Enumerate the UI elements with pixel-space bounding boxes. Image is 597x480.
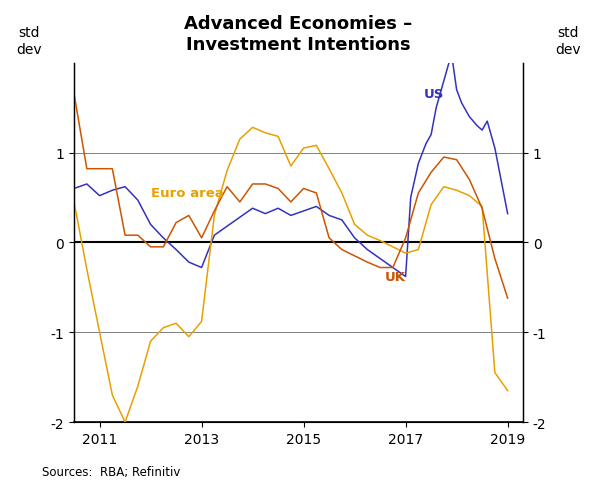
Text: std
dev: std dev	[555, 26, 581, 56]
Text: US: US	[423, 88, 444, 101]
Title: Advanced Economies –
Investment Intentions: Advanced Economies – Investment Intentio…	[184, 15, 413, 54]
Text: Euro area: Euro area	[150, 186, 223, 199]
Text: Sources:  RBA; Refinitiv: Sources: RBA; Refinitiv	[42, 465, 180, 478]
Text: std
dev: std dev	[16, 26, 42, 56]
Text: UK: UK	[385, 271, 406, 284]
